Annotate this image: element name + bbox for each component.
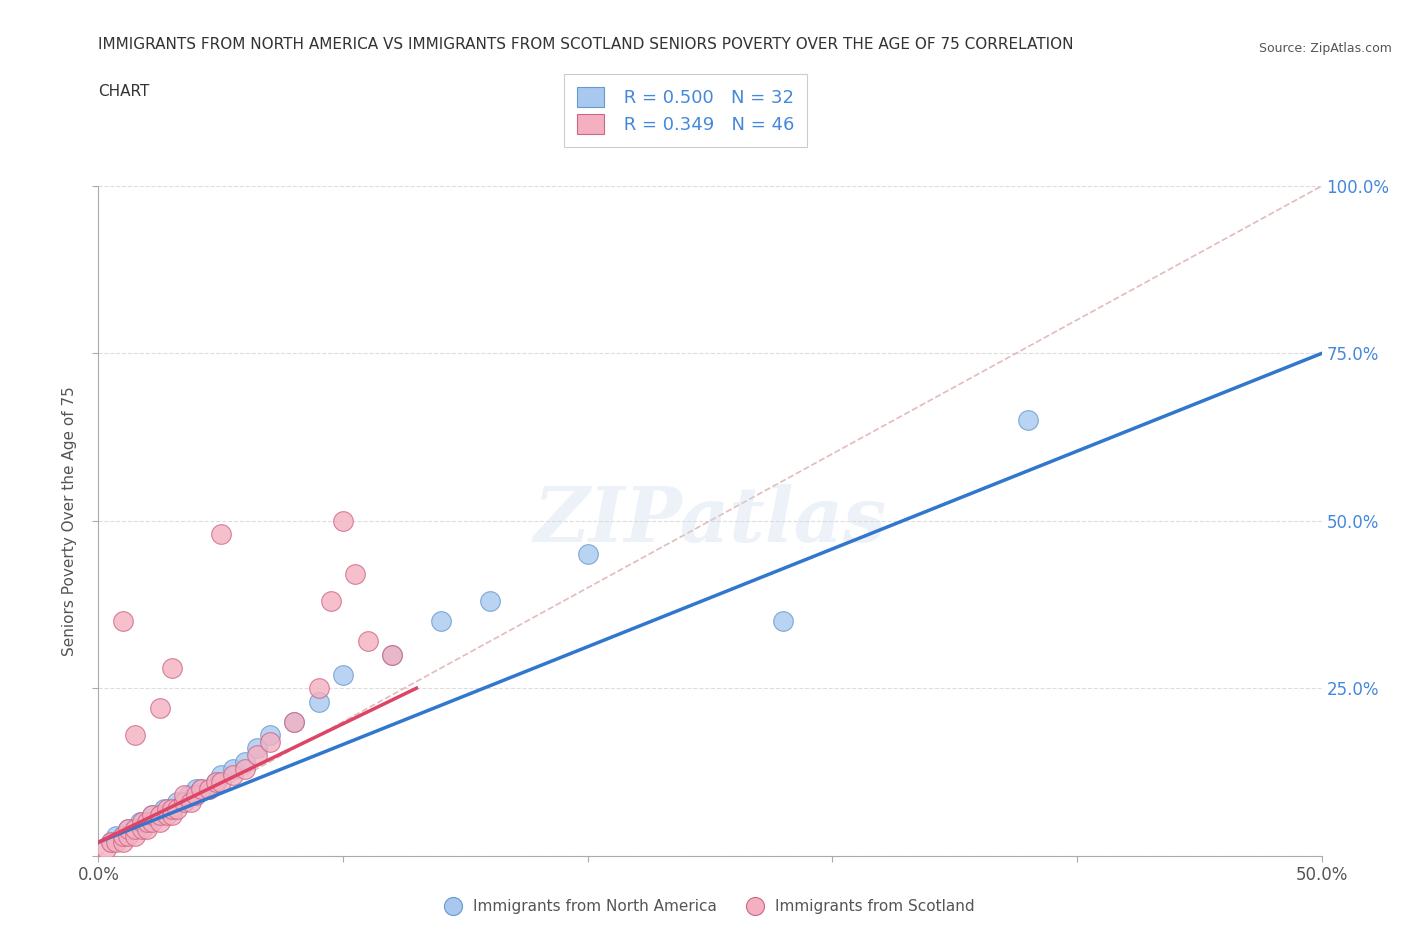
Point [136, 821, 159, 836]
Point [332, 668, 354, 683]
Point [381, 647, 404, 662]
Point [131, 815, 153, 830]
Point [173, 794, 195, 809]
Point [141, 808, 163, 823]
Point [166, 802, 188, 817]
Point [381, 647, 404, 662]
Point [197, 781, 219, 796]
Point [209, 526, 232, 541]
Point [308, 694, 330, 709]
Point [180, 794, 202, 809]
Point [149, 808, 172, 823]
Point [104, 828, 127, 843]
Point [308, 681, 330, 696]
Point [430, 614, 453, 629]
Point [153, 802, 176, 817]
Point [190, 781, 212, 796]
Point [149, 701, 172, 716]
Point [117, 821, 139, 836]
Point [576, 547, 599, 562]
Point [129, 815, 152, 830]
Point [111, 835, 134, 850]
Point [186, 788, 208, 803]
Point [111, 614, 134, 629]
Point [197, 781, 219, 796]
Point [156, 808, 179, 823]
Point [356, 634, 378, 649]
Point [344, 567, 367, 582]
Point [259, 735, 281, 750]
Point [259, 727, 281, 742]
Point [141, 808, 163, 823]
Point [177, 788, 200, 803]
Text: IMMIGRANTS FROM NORTH AMERICA VS IMMIGRANTS FROM SCOTLAND SENIORS POVERTY OVER T: IMMIGRANTS FROM NORTH AMERICA VS IMMIGRA… [98, 37, 1074, 52]
Point [94, 842, 117, 857]
Point [205, 775, 228, 790]
Point [283, 714, 305, 729]
Point [209, 775, 232, 790]
Point [160, 802, 183, 817]
Point [124, 821, 146, 836]
Point [209, 768, 232, 783]
Point [111, 828, 134, 843]
Point [222, 768, 245, 783]
Point [141, 815, 163, 830]
Point [160, 660, 183, 675]
Point [246, 748, 269, 763]
Point [205, 775, 228, 790]
Point [173, 788, 195, 803]
Point [111, 828, 134, 843]
Point [156, 802, 179, 817]
Text: CHART: CHART [98, 84, 150, 99]
Point [233, 754, 256, 769]
Point [117, 821, 139, 836]
Point [246, 741, 269, 756]
Point [283, 714, 305, 729]
Point [332, 513, 354, 528]
Text: ZIPatlas: ZIPatlas [533, 484, 887, 558]
Point [100, 835, 122, 850]
Point [131, 821, 153, 836]
Point [136, 815, 159, 830]
Point [149, 808, 172, 823]
Point [190, 781, 212, 796]
Point [233, 761, 256, 776]
Point [160, 808, 183, 823]
Point [186, 781, 208, 796]
Point [124, 727, 146, 742]
Point [124, 828, 146, 843]
Legend: Immigrants from North America, Immigrants from Scotland: Immigrants from North America, Immigrant… [437, 891, 983, 922]
Point [136, 815, 159, 830]
Point [104, 835, 127, 850]
Text: Source: ZipAtlas.com: Source: ZipAtlas.com [1258, 42, 1392, 55]
Point [222, 761, 245, 776]
Point [124, 821, 146, 836]
Point [478, 593, 501, 608]
Point [173, 794, 195, 809]
Point [772, 614, 794, 629]
Point [166, 794, 188, 809]
Point [100, 835, 122, 850]
Y-axis label: Seniors Poverty Over the Age of 75: Seniors Poverty Over the Age of 75 [62, 386, 77, 656]
Point [117, 828, 139, 843]
Point [319, 593, 342, 608]
Point [149, 815, 172, 830]
Point [160, 802, 183, 817]
Point [1017, 413, 1039, 428]
